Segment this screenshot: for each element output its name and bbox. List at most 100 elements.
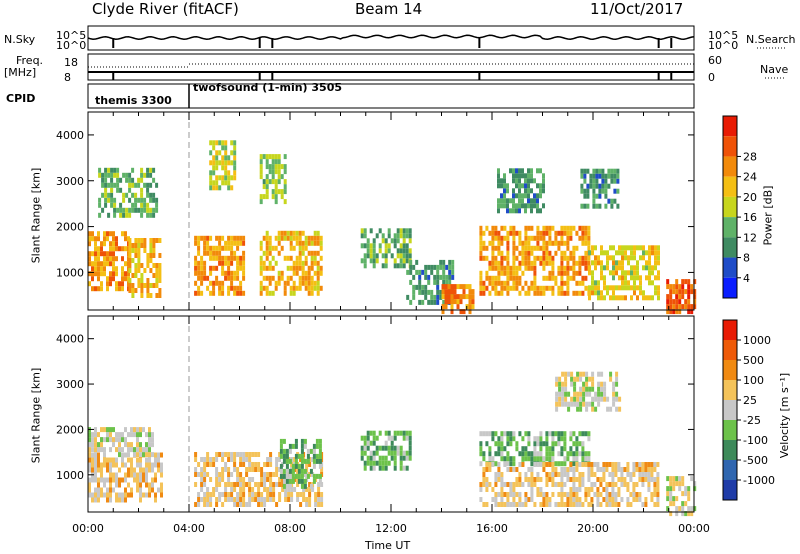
power-echo-cell <box>485 275 489 281</box>
velocity-echo-cell <box>245 502 249 507</box>
power-echo-cell <box>557 245 561 251</box>
power-echo-cell <box>307 235 311 241</box>
power-echo-cell <box>301 265 305 271</box>
power-echo-cell <box>684 279 688 285</box>
velocity-echo-cell <box>509 487 513 492</box>
velocity-echo-cell <box>314 502 318 507</box>
power-echo-cell <box>542 260 546 266</box>
velocity-colorbar-segment <box>723 320 737 340</box>
velocity-echo-cell <box>581 477 585 482</box>
velocity-echo-cell <box>558 381 562 387</box>
power-echo-cell <box>542 290 546 296</box>
power-echo-cell <box>406 294 410 300</box>
power-echo-cell <box>606 260 609 266</box>
power-echo-cell <box>551 225 555 231</box>
power-echo-cell <box>539 208 542 214</box>
power-echo-cell <box>121 271 124 277</box>
power-echo-cell <box>497 240 501 246</box>
velocity-echo-cell <box>479 446 483 452</box>
power-echo-cell <box>149 212 153 218</box>
velocity-echo-cell <box>515 482 519 487</box>
velocity-echo-cell <box>672 496 676 502</box>
power-echo-cell <box>479 270 483 276</box>
power-echo-cell <box>539 188 542 194</box>
velocity-echo-cell <box>591 371 595 377</box>
power-echo-cell <box>112 251 115 257</box>
power-echo-cell <box>242 290 246 296</box>
power-echo-cell <box>230 270 234 276</box>
power-echo-cell <box>669 309 673 315</box>
power-echo-cell <box>521 173 524 179</box>
velocity-echo-cell <box>203 467 207 472</box>
velocity-echo-cell <box>148 427 151 433</box>
power-echo-cell <box>387 243 391 249</box>
velocity-echo-cell <box>653 482 657 487</box>
velocity-echo-cell <box>596 497 600 502</box>
velocity-echo-cell <box>139 487 142 493</box>
power-echo-cell <box>113 207 117 213</box>
velocity-echo-cell <box>515 492 519 497</box>
velocity-echo-cell <box>678 486 682 492</box>
velocity-echo-cell <box>215 472 219 477</box>
power-echo-cell <box>563 290 567 296</box>
velocity-echo-cell <box>582 401 586 407</box>
power-echo-cell <box>439 274 443 280</box>
power-echo-cell <box>146 207 150 213</box>
velocity-echo-cell <box>566 497 570 502</box>
power-echo-cell <box>681 304 685 310</box>
power-echo-cell <box>110 182 114 188</box>
velocity-echo-cell <box>88 437 91 443</box>
power-echo-cell <box>424 294 428 300</box>
velocity-echo-cell <box>112 472 115 478</box>
power-echo-cell <box>512 275 516 281</box>
power-echo-cell <box>581 235 585 241</box>
velocity-echo-cell <box>130 467 133 473</box>
velocity-echo-cell <box>497 467 501 472</box>
power-echo-cell <box>313 280 317 286</box>
velocity-echo-cell <box>227 482 231 487</box>
power-echo-cell <box>402 248 406 254</box>
velocity-echo-cell <box>485 482 489 487</box>
power-echo-cell <box>104 197 108 203</box>
power-echo-cell <box>494 280 498 286</box>
power-echo-cell <box>402 233 406 239</box>
power-echo-cell <box>277 174 281 180</box>
power-echo-cell <box>530 285 534 291</box>
power-echo-cell <box>506 240 510 246</box>
power-echo-cell <box>271 275 275 281</box>
power-echo-cell <box>310 255 314 261</box>
velocity-echo-cell <box>88 452 91 458</box>
velocity-echo-cell <box>305 502 309 507</box>
velocity-echo-cell <box>638 492 642 497</box>
velocity-echo-cell <box>266 472 270 477</box>
velocity-colorbar-segment <box>723 460 737 480</box>
power-echo-cell <box>563 255 567 261</box>
velocity-echo-cell <box>678 481 682 487</box>
velocity-echo-cell <box>224 482 228 487</box>
cpid-mode-twofsound: twofsound (1-min) 3505 <box>193 81 343 94</box>
velocity-echo-cell <box>209 457 213 462</box>
velocity-echo-cell <box>530 482 534 487</box>
power-echo-cell <box>527 255 531 261</box>
power-echo-cell <box>548 240 552 246</box>
power-echo-cell <box>152 248 156 253</box>
velocity-echo-cell <box>139 472 142 478</box>
power-echo-cell <box>137 238 141 243</box>
power-echo-cell <box>366 238 370 244</box>
power-echo-cell <box>491 280 495 286</box>
power-echo-cell <box>280 275 284 281</box>
power-echo-cell <box>212 245 216 251</box>
power-echo-cell <box>557 270 561 276</box>
power-echo-cell <box>197 240 201 246</box>
power-echo-cell <box>149 197 153 203</box>
power-echo-cell <box>218 290 222 296</box>
velocity-echo-cell <box>303 483 307 489</box>
power-echo-cell <box>592 183 596 189</box>
power-echo-cell <box>539 285 543 291</box>
power-echo-cell <box>239 265 243 271</box>
velocity-echo-cell <box>551 446 555 452</box>
power-echo-cell <box>530 265 534 271</box>
velocity-echo-cell <box>536 441 540 447</box>
velocity-echo-cell <box>109 482 112 488</box>
velocity-echo-cell <box>242 452 246 457</box>
